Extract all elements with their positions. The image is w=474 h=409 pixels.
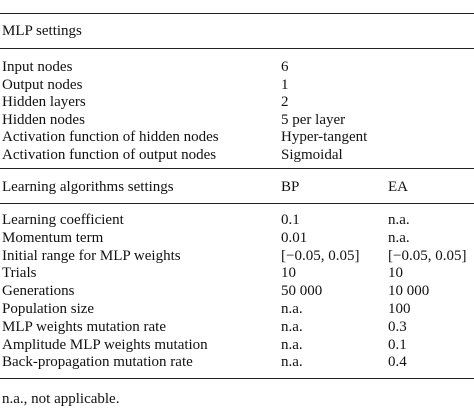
cell-label: Input nodes xyxy=(2,59,73,75)
cell-value: [−0.05, 0.05] xyxy=(281,247,360,264)
rule xyxy=(0,378,474,379)
cell-label: Hidden layers xyxy=(2,94,86,110)
rule xyxy=(0,203,474,204)
rule xyxy=(0,48,474,49)
cell-label: Back-propagation mutation rate xyxy=(2,354,193,371)
cell-value: 1 xyxy=(281,76,289,93)
cell-value: 0.1 xyxy=(281,212,300,228)
cell-label: Initial range for MLP weights xyxy=(2,247,181,264)
cell-value: 100 xyxy=(388,301,411,317)
cell-label: Activation function of hidden nodes xyxy=(2,129,219,145)
cell-value: 0.4 xyxy=(388,354,407,371)
cell-label: Output nodes xyxy=(2,76,83,93)
column-header: EA xyxy=(388,179,408,195)
cell-label: Generations xyxy=(2,283,75,300)
cell-value: 0.01 xyxy=(281,229,308,246)
section-title: MLP settings xyxy=(2,23,82,39)
cell-value: n.a. xyxy=(281,336,303,353)
column-header: Learning algorithms settings xyxy=(2,179,174,195)
cell-value: 2 xyxy=(281,94,289,110)
cell-value: n.a. xyxy=(388,229,410,246)
cell-label: Hidden nodes xyxy=(2,111,85,128)
cell-value: 0.1 xyxy=(388,336,407,353)
footnote: n.a., not applicable. xyxy=(2,391,120,407)
cell-value: 10 xyxy=(281,265,296,282)
cell-label: Activation function of output nodes xyxy=(2,146,217,163)
cell-value: n.a. xyxy=(388,212,410,228)
cell-value: 5 per layer xyxy=(281,111,346,128)
cell-label: Momentum term xyxy=(2,229,104,246)
cell-value: 6 xyxy=(281,59,289,75)
cell-value: 10 000 xyxy=(388,283,430,300)
cell-value: n.a. xyxy=(281,301,303,317)
column-header: BP xyxy=(281,179,300,195)
cell-value: 10 xyxy=(388,265,403,282)
rule xyxy=(0,13,474,14)
cell-value: n.a. xyxy=(281,354,303,371)
cell-value: 0.3 xyxy=(388,318,407,335)
cell-value: Sigmoidal xyxy=(281,146,343,163)
cell-value: [−0.05, 0.05] xyxy=(388,247,467,264)
cell-label: Trials xyxy=(2,265,37,282)
cell-label: MLP weights mutation rate xyxy=(2,318,167,335)
cell-value: 50 000 xyxy=(281,283,323,300)
cell-value: Hyper-tangent xyxy=(281,129,368,145)
cell-value: n.a. xyxy=(281,318,303,335)
cell-label: Population size xyxy=(2,301,95,317)
rule xyxy=(0,168,474,169)
cell-label: Amplitude MLP weights mutation xyxy=(2,336,208,353)
cell-label: Learning coefficient xyxy=(2,212,124,228)
